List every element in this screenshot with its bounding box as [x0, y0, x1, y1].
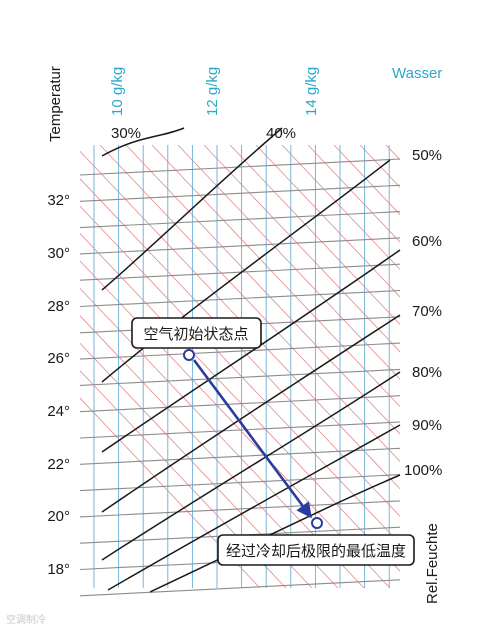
temperature-line — [79, 474, 401, 492]
enthalpy-line — [281, 145, 400, 271]
enthalpy-line — [125, 145, 400, 435]
temperature-line — [79, 447, 401, 465]
temperature-line — [79, 211, 401, 229]
temperature-tick-label: 20° — [47, 508, 70, 525]
temperature-axis-label: Temperatur — [47, 66, 64, 142]
rh-curve-label: 30% — [111, 125, 141, 142]
temperature-line — [79, 395, 401, 413]
temperature-tick-label: 22° — [47, 456, 70, 473]
temperature-line — [79, 184, 401, 202]
rh-curve-labels: 30% 40% 50% 60% 70% 80% 90% 100% — [111, 125, 442, 479]
rh-curve-label: 40% — [266, 125, 296, 142]
enthalpy-line — [80, 315, 339, 588]
temperature-tick-labels: 32° 30° 28° 26° 24° 22° 20° 18° — [47, 192, 70, 578]
enthalpy-line — [80, 397, 261, 588]
rh-curve — [101, 371, 401, 561]
rh-curve — [101, 127, 185, 157]
rh-curve-label: 100% — [404, 462, 442, 479]
humidity-tick-label: 12 g/kg — [204, 67, 221, 116]
start-callout-text: 空气初始状态点 — [143, 325, 248, 343]
enthalpy-line — [80, 150, 400, 490]
enthalpy-line — [255, 145, 400, 298]
cooling-arrow — [192, 359, 313, 519]
humidity-tick-labels: 10 g/kg 12 g/kg 14 g/kg — [109, 67, 320, 116]
humidity-ratio-lines — [93, 145, 390, 588]
humidity-tick-label: 10 g/kg — [109, 67, 126, 116]
temperature-line — [79, 368, 401, 386]
enthalpy-line — [151, 145, 400, 408]
rh-curve-label: 50% — [412, 147, 442, 164]
start-point — [183, 349, 195, 361]
rel-humidity-axis-label: Rel.Feuchte — [424, 523, 441, 604]
enthalpy-line — [80, 287, 365, 588]
temperature-tick-label: 32° — [47, 192, 70, 209]
enthalpy-line — [307, 145, 400, 243]
rh-curve — [101, 314, 401, 513]
enthalpy-line — [80, 178, 400, 517]
rh-curve-label: 70% — [412, 303, 442, 320]
enthalpy-line — [80, 205, 400, 545]
watermark: 空调制冷 — [6, 615, 46, 626]
temperature-line — [79, 237, 401, 255]
temperature-line — [79, 263, 401, 281]
enthalpy-line — [80, 370, 287, 588]
humidity-axis-label: Wasser — [392, 65, 442, 82]
cooling-process — [183, 349, 323, 529]
enthalpy-line — [80, 260, 391, 588]
enthalpy-lines — [80, 145, 400, 588]
temperature-tick-label: 28° — [47, 298, 70, 315]
enthalpy-line — [333, 145, 400, 216]
enthalpy-line — [229, 145, 400, 325]
rh-curve — [149, 474, 401, 593]
rh-curve — [101, 159, 391, 383]
end-callout-text: 经过冷却后极限的最低温度 — [226, 542, 406, 560]
enthalpy-line — [99, 145, 400, 463]
temperature-line — [79, 158, 401, 176]
rh-curve — [107, 424, 401, 591]
rh-curve — [101, 249, 401, 453]
relative-humidity-curves — [101, 127, 401, 593]
temperature-line — [79, 421, 401, 439]
rh-curve-label: 80% — [412, 364, 442, 381]
end-point — [311, 517, 323, 529]
dry-bulb-temperature-lines — [79, 158, 401, 597]
temperature-tick-label: 18° — [47, 561, 70, 578]
end-callout: 经过冷却后极限的最低温度 — [217, 534, 415, 566]
enthalpy-line — [80, 233, 400, 572]
temperature-line — [79, 579, 401, 597]
rh-curve — [101, 127, 283, 291]
enthalpy-line — [203, 145, 400, 353]
temperature-line — [79, 289, 401, 308]
temperature-line — [79, 500, 401, 518]
temperature-tick-label: 26° — [47, 350, 70, 367]
temperature-tick-label: 30° — [47, 245, 70, 262]
temperature-tick-label: 24° — [47, 403, 70, 420]
rh-curve-label: 90% — [412, 417, 442, 434]
humidity-tick-label: 14 g/kg — [303, 67, 320, 116]
start-callout: 空气初始状态点 — [131, 317, 262, 349]
rh-curve-label: 60% — [412, 233, 442, 250]
